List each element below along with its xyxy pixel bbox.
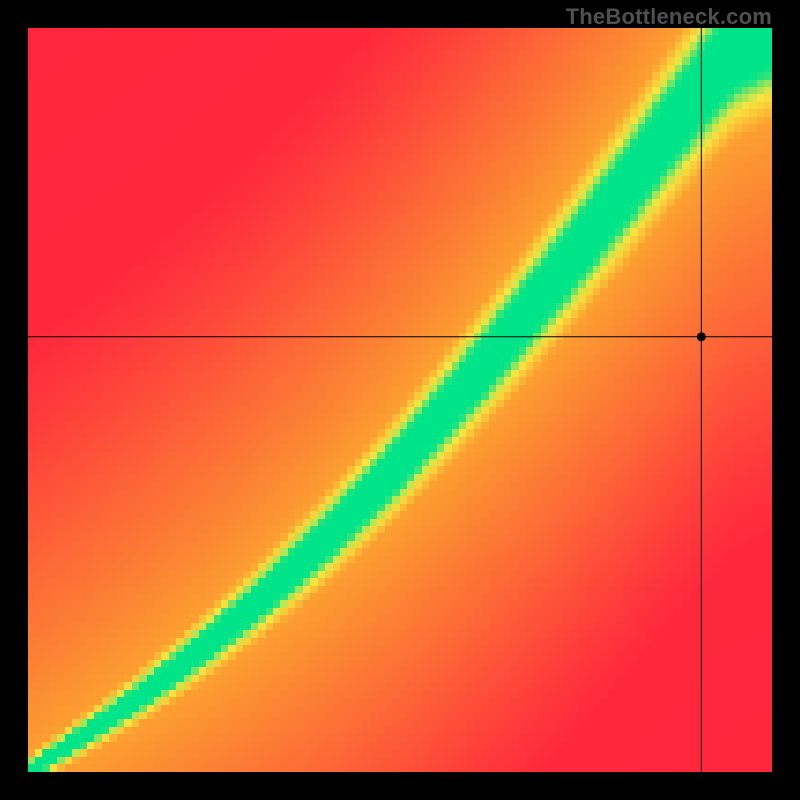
figure-container: TheBottleneck.com (0, 0, 800, 800)
heatmap-canvas (28, 28, 772, 772)
plot-area (28, 28, 772, 772)
watermark-text: TheBottleneck.com (566, 4, 772, 30)
